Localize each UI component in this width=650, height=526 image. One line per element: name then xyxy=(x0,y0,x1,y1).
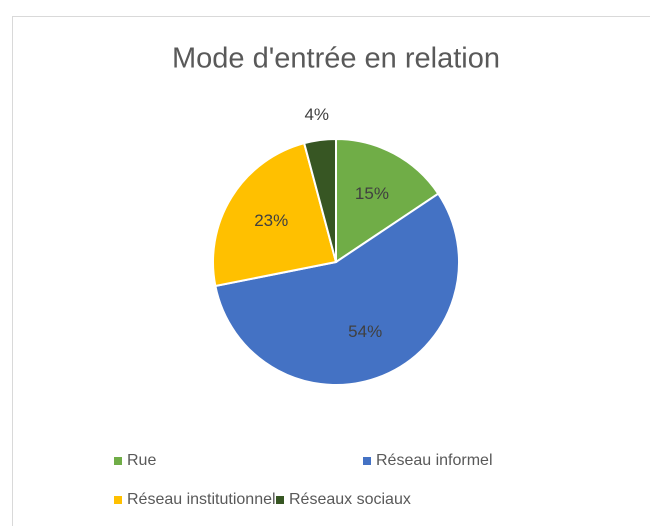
legend-label: Réseaux sociaux xyxy=(289,491,411,508)
data-label: 23% xyxy=(254,211,288,230)
legend-label: Rue xyxy=(127,452,156,469)
chart-title: Mode d'entrée en relation xyxy=(172,43,500,75)
legend-label: Réseau institutionnel xyxy=(127,491,276,508)
pie-slice xyxy=(214,192,460,386)
legend-marker xyxy=(363,457,371,465)
legend-marker xyxy=(114,496,122,504)
pie-slice xyxy=(335,137,440,264)
data-label: 4% xyxy=(304,105,329,124)
legend-label: Réseau informel xyxy=(376,452,493,469)
data-label: 15% xyxy=(355,184,389,203)
pie-slice xyxy=(212,141,338,288)
data-label: 54% xyxy=(348,322,382,341)
legend-marker xyxy=(276,496,284,504)
legend-marker xyxy=(114,457,122,465)
pie-slice xyxy=(302,137,337,263)
